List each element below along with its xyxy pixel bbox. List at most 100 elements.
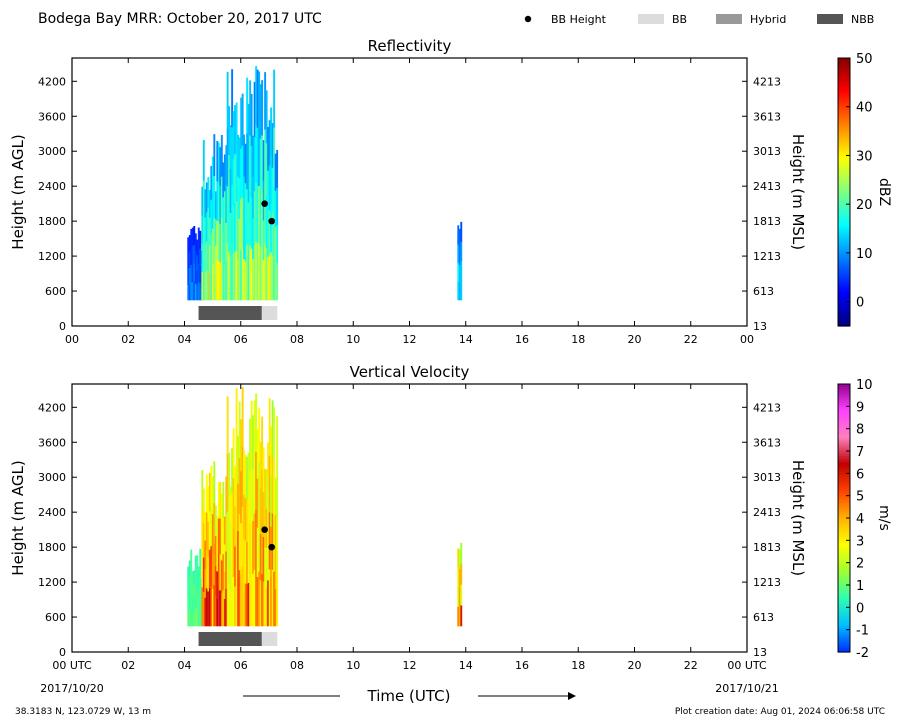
colorbar-segment (838, 397, 850, 401)
colorbar-segment (838, 531, 850, 535)
data-column (241, 506, 244, 567)
data-column (202, 557, 205, 592)
data-column (187, 596, 190, 612)
data-column (253, 190, 256, 246)
data-column (276, 150, 279, 188)
data-column (201, 547, 204, 588)
data-column (187, 252, 190, 270)
bb-height-legend-icon (524, 15, 532, 23)
colorbar-segment (838, 221, 850, 224)
y2-tick-label: 1813 (753, 541, 781, 554)
colorbar-segment (838, 571, 850, 575)
colorbar-segment (838, 457, 850, 461)
data-column (205, 512, 208, 551)
data-column (220, 494, 223, 528)
data-column (255, 241, 258, 301)
y2-axis-label: Height (m MSL) (789, 134, 807, 250)
colorbar-segment (838, 60, 850, 64)
data-column (223, 543, 226, 572)
data-column (256, 69, 259, 128)
data-column (231, 448, 234, 494)
colorbar-segment (838, 207, 850, 211)
data-column (237, 134, 240, 177)
data-column (191, 281, 194, 301)
colorbar-label: m/s (876, 505, 892, 531)
data-column (201, 469, 204, 510)
data-column (208, 511, 211, 550)
colorbar-segment (838, 645, 850, 649)
colorbar-segment (838, 430, 850, 434)
colorbar-tick-label: 50 (856, 52, 873, 67)
data-column (238, 513, 241, 571)
data-column (219, 517, 222, 555)
data-column (197, 566, 200, 582)
data-column (273, 461, 276, 518)
data-column (190, 549, 193, 570)
data-column (273, 407, 276, 463)
y-tick-label: 3600 (38, 110, 66, 123)
colorbar-segment (838, 596, 850, 599)
data-column (188, 251, 191, 268)
data-column (246, 133, 249, 190)
colorbar-segment (838, 564, 850, 568)
y-tick-label: 1800 (38, 215, 66, 228)
bright-band-bar-nbb (198, 306, 262, 320)
colorbar-segment (838, 504, 850, 508)
data-column (191, 584, 194, 599)
colorbar-segment (838, 439, 850, 443)
colorbar-segment (838, 466, 850, 470)
data-column (228, 582, 231, 627)
data-column (246, 583, 249, 627)
data-column (197, 610, 200, 627)
data-column (220, 592, 223, 627)
data-column (229, 256, 232, 301)
data-column (197, 596, 200, 612)
data-column (258, 462, 261, 518)
colorbar-segment (838, 609, 850, 613)
data-column (216, 570, 219, 599)
data-column (262, 581, 265, 627)
colorbar-segment (838, 109, 850, 113)
colorbar-tick-label: 10 (856, 247, 873, 262)
colorbar-segment (838, 73, 850, 77)
data-column (201, 243, 204, 273)
bb-height-point (261, 526, 268, 533)
data-column (276, 262, 279, 301)
data-column (255, 509, 258, 569)
colorbar-segment (838, 435, 850, 439)
data-column (244, 143, 247, 184)
data-column (244, 455, 247, 499)
data-column (274, 477, 277, 515)
data-column (264, 72, 267, 130)
data-column (241, 446, 244, 507)
radar-data (187, 387, 463, 627)
colorbar-segment (838, 98, 850, 102)
data-column (225, 513, 228, 552)
data-column (199, 567, 202, 588)
data-column (229, 487, 232, 523)
data-column (273, 127, 276, 186)
colorbar-tick-label: 0 (856, 296, 864, 311)
colorbar-segment (838, 62, 850, 66)
colorbar-segment (838, 482, 850, 486)
creation-date-label: Plot creation date: Aug 01, 2024 06:06:5… (675, 707, 885, 717)
data-column (244, 182, 247, 223)
colorbar-segment (838, 627, 850, 631)
data-column (190, 228, 193, 248)
data-column (193, 598, 196, 613)
colorbar-segment (838, 622, 850, 626)
data-column (457, 567, 460, 588)
colorbar-segment (838, 312, 850, 316)
data-column (458, 606, 461, 627)
data-column (249, 470, 252, 523)
data-column (252, 415, 255, 469)
data-column (222, 265, 225, 301)
x-tick-label: 10 (346, 659, 360, 672)
colorbar-segment (838, 254, 850, 258)
y-tick-label: 0 (59, 646, 66, 659)
data-column (262, 140, 265, 181)
data-column (458, 228, 461, 248)
colorbar-segment (838, 442, 850, 445)
data-column (458, 549, 461, 569)
data-column (213, 134, 216, 177)
